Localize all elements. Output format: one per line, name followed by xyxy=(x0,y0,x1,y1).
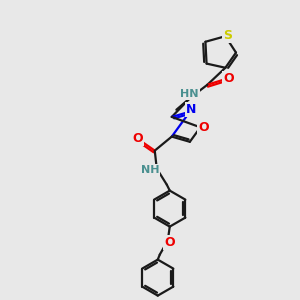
Text: O: O xyxy=(223,72,234,85)
Text: O: O xyxy=(164,236,175,249)
Text: S: S xyxy=(223,29,232,42)
Text: O: O xyxy=(132,132,143,145)
Text: O: O xyxy=(198,121,209,134)
Text: N: N xyxy=(186,103,196,116)
Text: NH: NH xyxy=(140,165,159,175)
Text: HN: HN xyxy=(180,89,199,99)
